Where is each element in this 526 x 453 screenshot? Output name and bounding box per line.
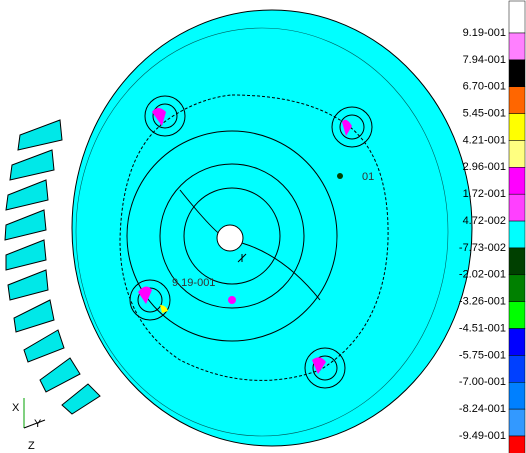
legend-label: 6.70-001	[463, 81, 506, 93]
axis-label: Z	[28, 440, 35, 452]
axis-label: X	[12, 402, 20, 414]
legend-box	[509, 248, 525, 275]
legend-label: -8.24-001	[459, 403, 506, 415]
legend-label: -5.75-001	[459, 349, 506, 361]
annotation: 9.19-001	[172, 277, 215, 289]
legend-box	[509, 382, 525, 409]
legend-box	[509, 167, 525, 194]
legend-box	[509, 87, 525, 114]
legend-label: -9.49-001	[459, 430, 506, 442]
legend-label: -4.51-001	[459, 322, 506, 334]
legend-label: 9.19-001	[463, 27, 506, 39]
legend-box	[509, 302, 525, 329]
legend-label: 5.45-001	[463, 108, 506, 120]
legend-box	[509, 60, 525, 87]
legend-box	[509, 33, 525, 60]
legend-label: 1.72-001	[463, 188, 506, 200]
legend-box	[509, 329, 525, 356]
legend-box	[509, 275, 525, 302]
legend-box	[509, 436, 525, 453]
legend-box	[509, 194, 525, 221]
legend-label: 2.96-001	[463, 161, 506, 173]
legend-label: -3.26-001	[459, 296, 506, 308]
legend-label: 7.94-001	[463, 54, 506, 66]
legend-box	[509, 409, 525, 436]
axis-label: Y	[34, 418, 42, 430]
legend-box	[509, 1, 525, 33]
legend-box	[509, 140, 525, 167]
result-view: 9.19-001 01 X Y Z 9.19-001 7.94-001 6.70-0…	[0, 0, 526, 453]
legend-label: -7.00-001	[459, 376, 506, 388]
legend-label: -7.73-002	[459, 242, 506, 254]
model	[5, 10, 472, 446]
annotation: 01	[362, 171, 374, 183]
legend-label: -2.02-001	[459, 269, 506, 281]
legend-label: 4.72-002	[463, 215, 506, 227]
legend-box	[509, 114, 525, 141]
legend-box	[509, 221, 525, 248]
legend-box	[509, 355, 525, 382]
legend-label: 4.21-001	[463, 134, 506, 146]
